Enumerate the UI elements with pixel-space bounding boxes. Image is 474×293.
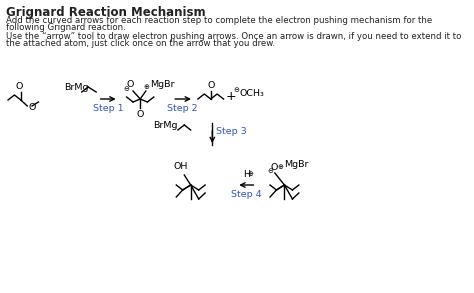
Text: Step 4: Step 4 — [231, 190, 261, 199]
Text: Add the curved arrows for each reaction step to complete the electron pushing me: Add the curved arrows for each reaction … — [7, 16, 433, 25]
Text: Step 3: Step 3 — [216, 127, 246, 135]
Text: Use the “arrow” tool to draw electron pushing arrows. Once an arrow is drawn, if: Use the “arrow” tool to draw electron pu… — [7, 32, 462, 41]
Text: O: O — [127, 80, 134, 89]
Text: ⊖: ⊖ — [233, 87, 239, 93]
Text: BrMg: BrMg — [64, 83, 89, 92]
Text: BrMg: BrMg — [154, 121, 178, 130]
Text: ⊕: ⊕ — [277, 164, 283, 170]
Text: Grignard Reaction Mechanism: Grignard Reaction Mechanism — [7, 6, 206, 19]
Text: OH: OH — [174, 162, 188, 171]
Text: O: O — [270, 163, 278, 172]
Text: ⊖: ⊖ — [124, 86, 129, 92]
Text: MgBr: MgBr — [150, 80, 174, 89]
Text: O: O — [16, 82, 23, 91]
Text: Step 2: Step 2 — [167, 104, 198, 113]
Text: +: + — [226, 89, 236, 103]
Text: O: O — [137, 110, 144, 119]
Text: ⊕: ⊕ — [248, 171, 254, 177]
Text: MgBr: MgBr — [283, 160, 308, 169]
Text: following Grignard reaction.: following Grignard reaction. — [7, 23, 126, 32]
Text: Step 1: Step 1 — [93, 104, 123, 113]
Text: O: O — [207, 81, 214, 90]
Text: O: O — [28, 103, 36, 113]
Text: ⊖: ⊖ — [267, 168, 273, 174]
Text: the attached atom, just click once on the arrow that you drew.: the attached atom, just click once on th… — [7, 39, 275, 48]
Text: H: H — [243, 170, 250, 179]
Text: ⊕: ⊕ — [144, 84, 150, 90]
Text: OCH₃: OCH₃ — [239, 89, 264, 98]
